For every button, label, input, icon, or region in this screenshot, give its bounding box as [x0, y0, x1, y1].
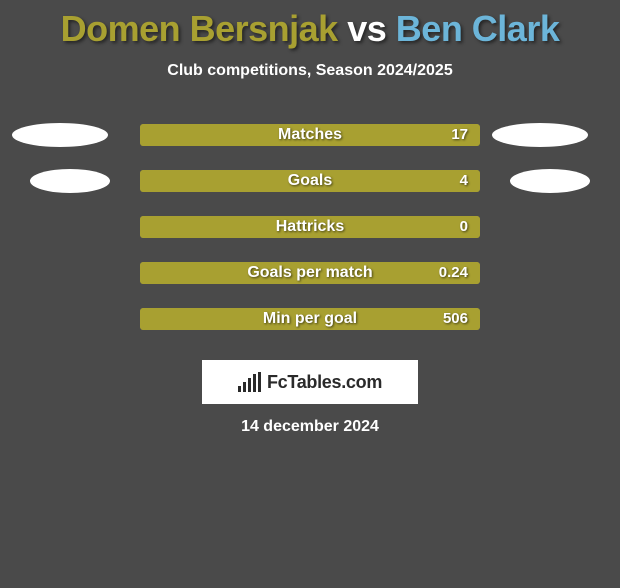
bar-value: 0	[460, 218, 468, 235]
bar-label: Hattricks	[0, 218, 620, 236]
stat-row: Hattricks0	[0, 204, 620, 250]
logo-bars-icon	[238, 372, 261, 392]
stat-row: Goals per match0.24	[0, 250, 620, 296]
vs-text: vs	[347, 8, 386, 49]
stat-row: Matches17	[0, 112, 620, 158]
player2-name: Ben Clark	[396, 8, 560, 49]
fctables-logo: FcTables.com	[202, 360, 418, 404]
logo-text: FcTables.com	[267, 372, 382, 393]
stat-row: Goals4	[0, 158, 620, 204]
bar-value: 4	[460, 172, 468, 189]
bar-label: Goals per match	[0, 264, 620, 282]
bar-value: 506	[443, 310, 468, 327]
stat-row: Min per goal506	[0, 296, 620, 342]
bar-label: Goals	[0, 172, 620, 190]
footer-date: 14 december 2024	[0, 418, 620, 436]
bar-value: 0.24	[439, 264, 468, 281]
stats-chart: Matches17Goals4Hattricks0Goals per match…	[0, 112, 620, 342]
bar-value: 17	[451, 126, 468, 143]
player1-name: Domen Bersnjak	[61, 8, 338, 49]
bar-label: Matches	[0, 126, 620, 144]
subtitle: Club competitions, Season 2024/2025	[0, 62, 620, 80]
bar-label: Min per goal	[0, 310, 620, 328]
comparison-title: Domen Bersnjak vs Ben Clark	[0, 8, 620, 50]
